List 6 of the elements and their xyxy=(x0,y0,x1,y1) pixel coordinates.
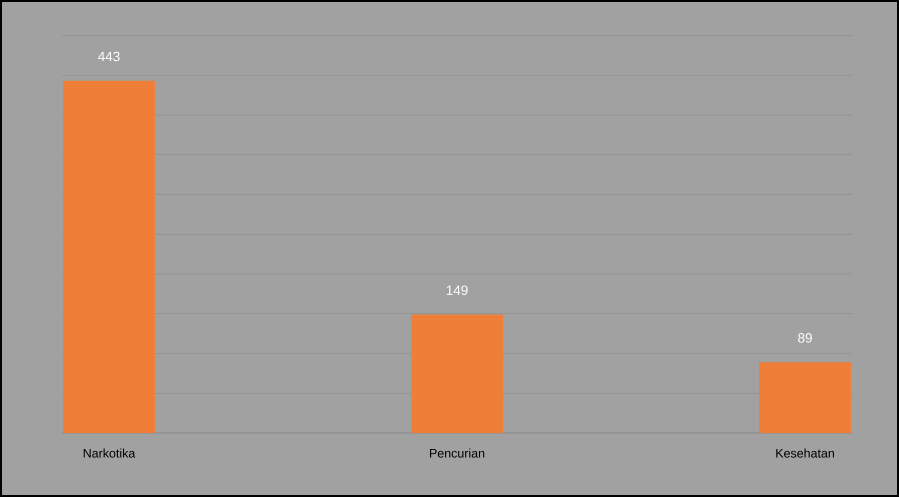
data-label: 89 xyxy=(798,333,812,343)
x-tick-label: Narkotika xyxy=(84,448,136,458)
data-label: 443 xyxy=(98,52,120,62)
x-tick-label: Pencurian xyxy=(430,448,484,458)
x-tick-label: Kesehatan xyxy=(776,448,834,458)
data-label: 149 xyxy=(446,285,468,295)
